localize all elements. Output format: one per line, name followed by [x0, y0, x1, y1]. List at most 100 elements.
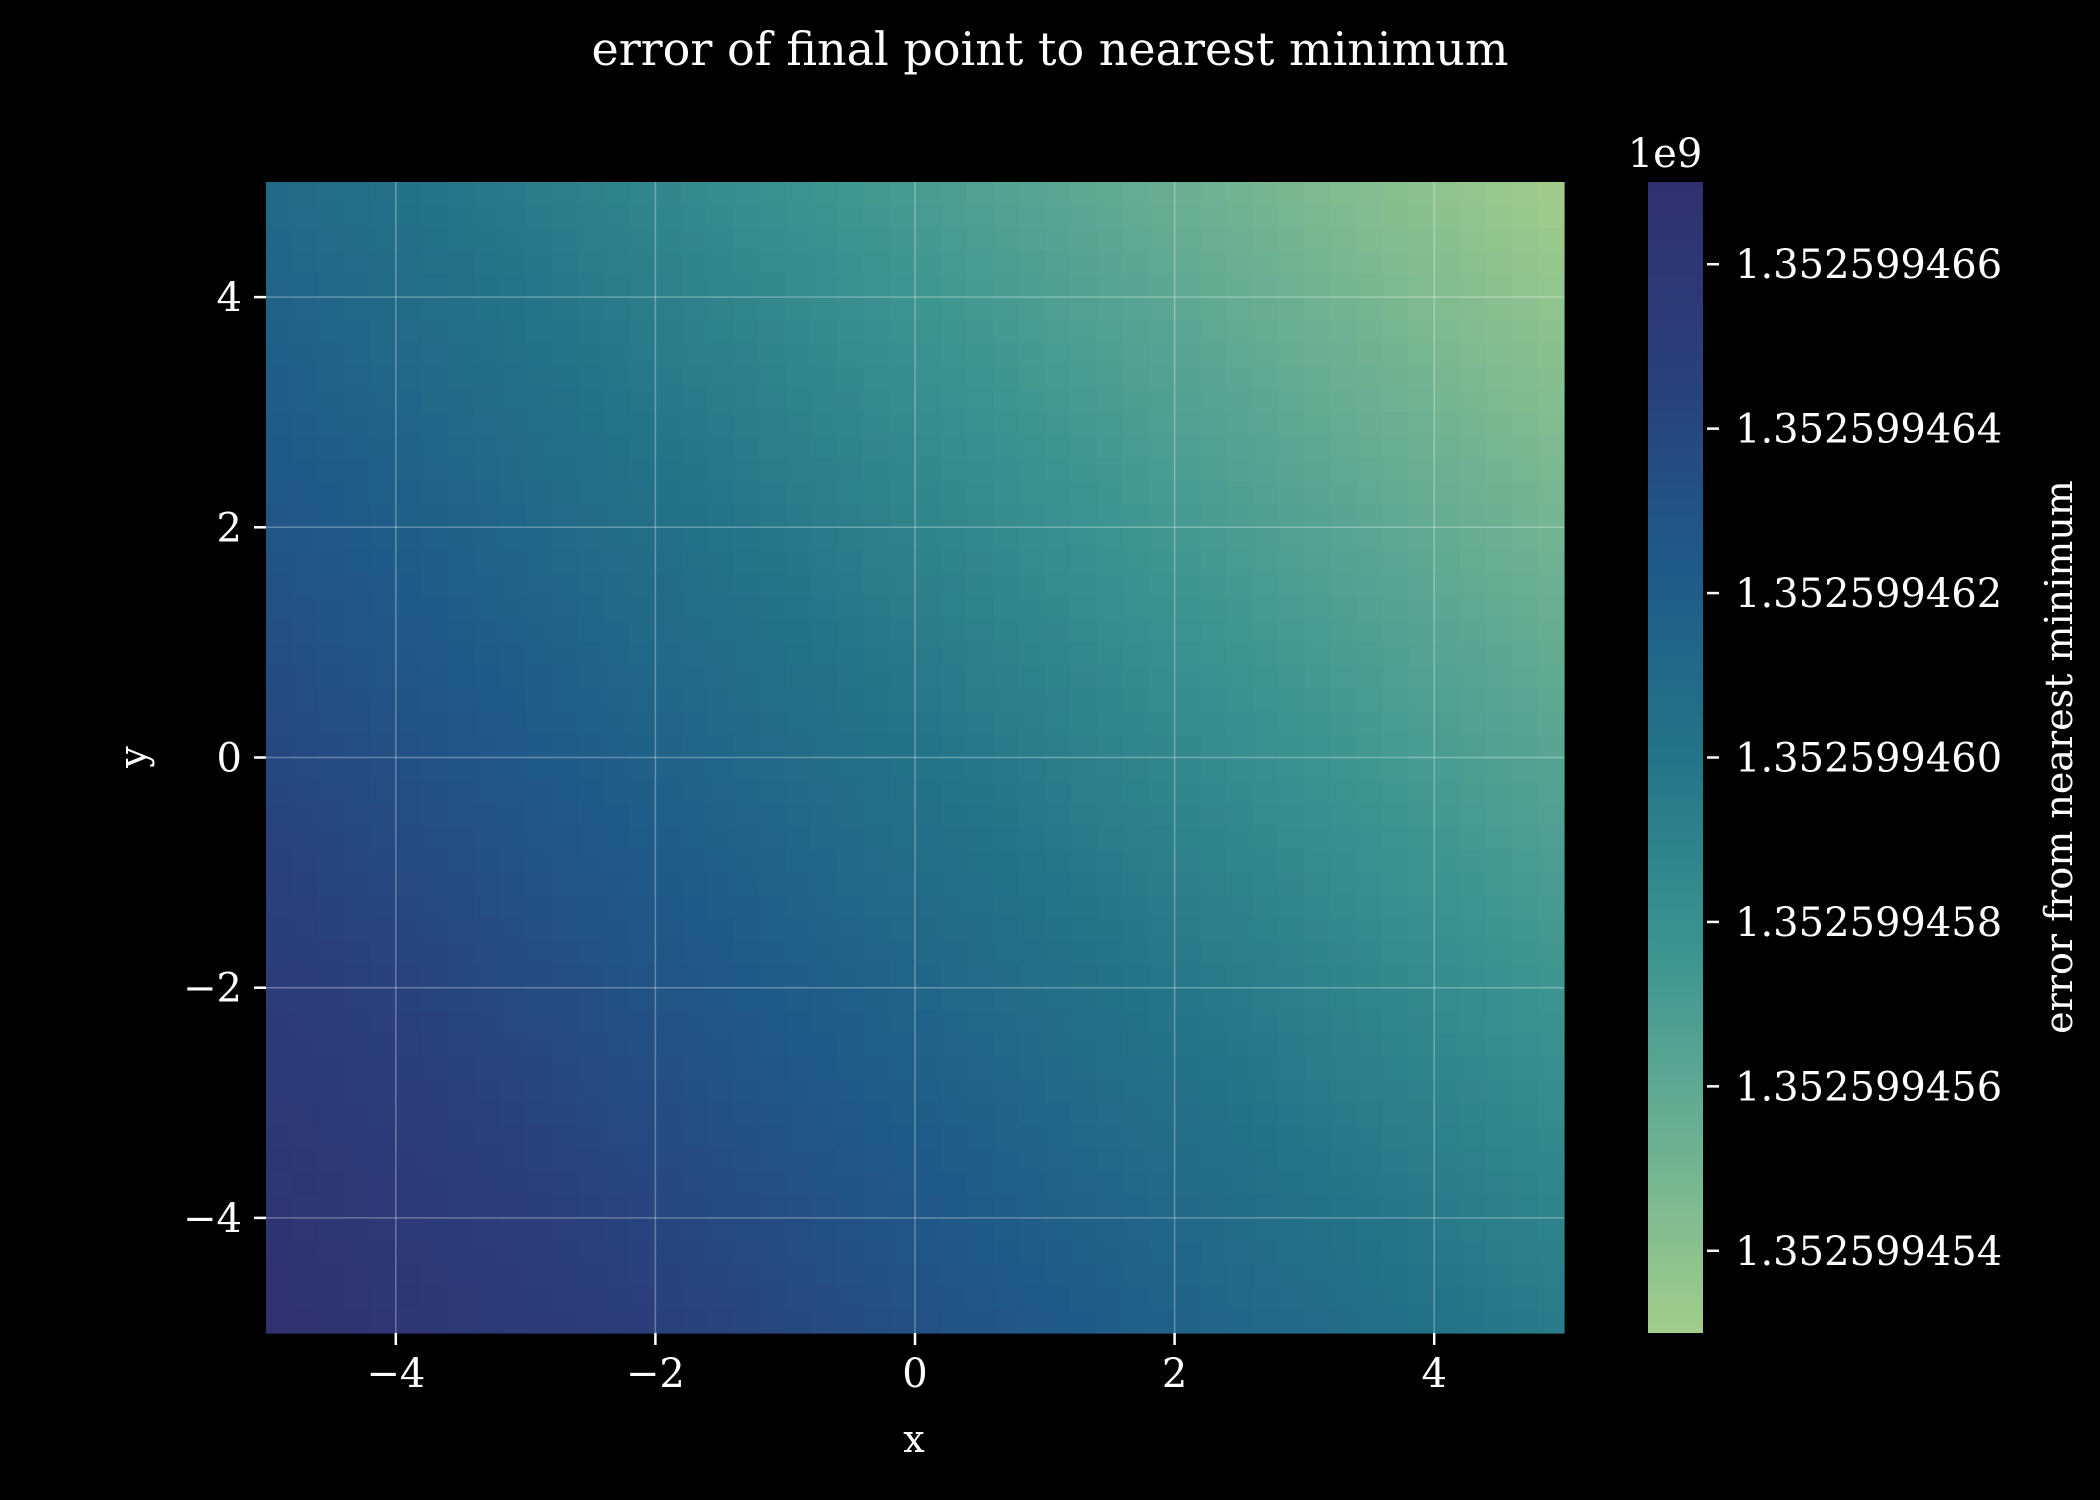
heatmap-cell: [343, 366, 371, 390]
heatmap-cell: [992, 228, 1020, 252]
heatmap-cell: [1278, 1263, 1305, 1288]
heatmap-cell: [266, 757, 293, 782]
heatmap-cell: [317, 412, 345, 436]
heatmap-cell: [1122, 941, 1150, 966]
heatmap-cell: [473, 1102, 501, 1127]
heatmap-cell: [1122, 665, 1150, 690]
heatmap-cell: [1278, 826, 1305, 851]
heatmap-cell: [915, 1263, 942, 1288]
heatmap-cell: [785, 757, 812, 782]
heatmap-cell: [1408, 320, 1435, 344]
heatmap-cell: [369, 619, 397, 643]
heatmap-cell: [1460, 228, 1487, 252]
heatmap-cell: [525, 872, 553, 897]
heatmap-cell: [447, 1079, 475, 1104]
heatmap-cell: [785, 895, 812, 920]
heatmap-cell: [577, 1148, 605, 1173]
heatmap-cell: [473, 274, 501, 298]
heatmap-cell: [1096, 1240, 1124, 1265]
heatmap-cell: [915, 1217, 942, 1242]
heatmap-cell: [1252, 872, 1280, 897]
heatmap-cell: [1226, 1309, 1254, 1334]
heatmap-cell: [1174, 573, 1202, 597]
heatmap-cell: [966, 366, 994, 390]
heatmap-cell: [629, 228, 656, 252]
heatmap-cell: [1382, 1056, 1409, 1081]
heatmap-cell: [577, 182, 605, 206]
heatmap-cell: [1148, 481, 1176, 505]
heatmap-cell: [863, 1217, 890, 1242]
heatmap-cell: [1408, 1240, 1435, 1265]
heatmap-cell: [1460, 711, 1487, 736]
heatmap-cell: [395, 1148, 423, 1173]
heatmap-cell: [577, 1079, 605, 1104]
heatmap-cell: [317, 343, 345, 367]
heatmap-cell: [1044, 320, 1072, 344]
heatmap-cell: [395, 251, 423, 275]
heatmap-cell: [603, 826, 631, 851]
heatmap-cell: [1148, 366, 1176, 390]
heatmap-cell: [1044, 573, 1072, 597]
heatmap-cell: [1226, 1217, 1254, 1242]
heatmap-cell: [1070, 573, 1098, 597]
heatmap-cell: [1434, 1309, 1461, 1334]
heatmap-cell: [1096, 1286, 1124, 1311]
heatmap-cell: [1174, 987, 1202, 1012]
heatmap-cell: [1096, 895, 1124, 920]
heatmap-cell: [1278, 366, 1305, 390]
heatmap-cell: [369, 941, 397, 966]
heatmap-cell: [499, 228, 527, 252]
heatmap-cell: [629, 803, 656, 828]
heatmap-cell: [266, 1217, 293, 1242]
heatmap-cell: [655, 964, 682, 989]
heatmap-cell: [1382, 872, 1409, 897]
heatmap-cell: [1096, 343, 1124, 367]
heatmap-cell: [1148, 412, 1176, 436]
heatmap-cell: [343, 527, 371, 551]
heatmap-cell: [1486, 1148, 1513, 1173]
heatmap-cell: [940, 826, 968, 851]
heatmap-cell: [915, 274, 942, 298]
heatmap-cell: [707, 205, 734, 229]
heatmap-cell: [863, 711, 890, 736]
heatmap-cell: [629, 619, 656, 643]
heatmap-cell: [1174, 251, 1202, 275]
heatmap-cell: [1278, 734, 1305, 759]
heatmap-cell: [915, 527, 942, 551]
heatmap-cell: [577, 780, 605, 805]
heatmap-cell: [1460, 573, 1487, 597]
heatmap-cell: [1486, 734, 1513, 759]
heatmap-cell: [395, 1194, 423, 1219]
heatmap-cell: [1356, 1286, 1383, 1311]
heatmap-cell: [1044, 803, 1072, 828]
heatmap-cell: [1174, 1079, 1202, 1104]
heatmap-cell: [1200, 1309, 1228, 1334]
heatmap-cell: [1252, 596, 1280, 620]
heatmap-cell: [317, 1171, 345, 1196]
heatmap-cell: [992, 481, 1020, 505]
heatmap-cell: [473, 1217, 501, 1242]
heatmap-cell: [1278, 527, 1305, 551]
heatmap-cell: [1408, 987, 1435, 1012]
heatmap-cell: [603, 1033, 631, 1058]
heatmap-cell: [655, 366, 682, 390]
heatmap-cell: [1226, 274, 1254, 298]
heatmap-cell: [395, 1263, 423, 1288]
colorbar-tick-label: 1.352599454: [1735, 1229, 2002, 1275]
heatmap-cell: [940, 320, 968, 344]
heatmap-cell: [1200, 780, 1228, 805]
heatmap-cell: [1408, 596, 1435, 620]
heatmap-cell: [863, 964, 890, 989]
heatmap-cell: [863, 1033, 890, 1058]
heatmap-cell: [395, 918, 423, 943]
heatmap-cell: [266, 550, 293, 574]
heatmap-cell: [915, 1102, 942, 1127]
heatmap-cell: [473, 895, 501, 920]
heatmap-cell: [421, 435, 449, 459]
heatmap-cell: [655, 1286, 682, 1311]
heatmap-cell: [577, 941, 605, 966]
heatmap-cell: [759, 251, 786, 275]
heatmap-cell: [707, 803, 734, 828]
heatmap-cell: [1512, 1010, 1539, 1035]
heatmap-cell: [447, 527, 475, 551]
